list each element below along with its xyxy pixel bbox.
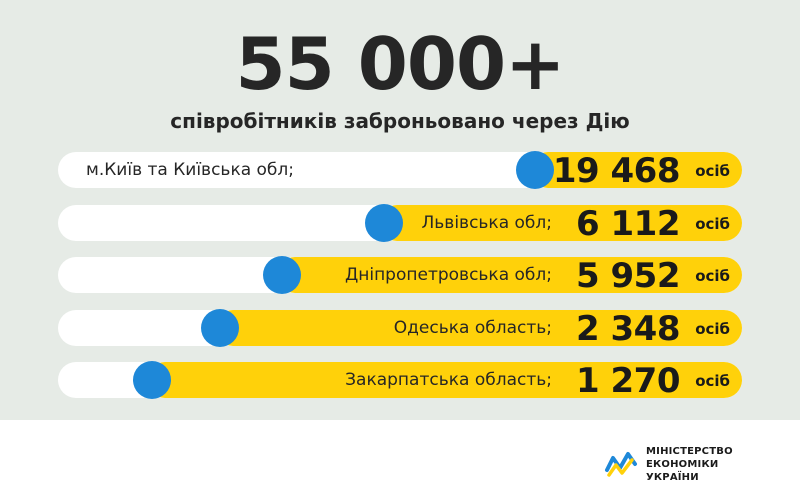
- bar-unit-label: осіб: [695, 267, 730, 285]
- bar-value-label: 19 468: [552, 151, 681, 191]
- bar-category-label: Одеська область;: [393, 318, 552, 338]
- bar-unit-label: осіб: [695, 215, 730, 233]
- bar-value-label: 6 112: [576, 204, 680, 244]
- bar-value-label: 2 348: [576, 309, 680, 349]
- subtitle: співробітників заброньовано через Дію: [170, 109, 630, 133]
- bar-unit-label: осіб: [695, 320, 730, 338]
- mineconomy-logo-icon: [605, 452, 637, 477]
- ministry-name: МІНІСТЕРСТВО ЕКОНОМІКИ УКРАЇНИ: [646, 445, 733, 484]
- bar-fill: [215, 310, 742, 346]
- bar-value-label: 1 270: [576, 361, 680, 401]
- ministry-name-line: ЕКОНОМІКИ: [646, 459, 719, 470]
- bar-row: м.Київ та Київська обл; 19 468 осіб: [58, 151, 742, 191]
- headline-total: 55 000+: [235, 22, 566, 106]
- bar-row: Львівська обл; 6 112 осіб: [58, 204, 742, 244]
- bar-category-label: м.Київ та Київська обл;: [86, 160, 295, 180]
- bar-marker-dot: [365, 204, 403, 242]
- bar-marker-dot: [201, 309, 239, 347]
- bar-fill: [530, 152, 742, 188]
- bar-row: Закарпатська область; 1 270 осіб: [58, 361, 742, 401]
- bar-category-label: Дніпропетровська обл;: [344, 265, 552, 285]
- bar-chart: м.Київ та Київська обл; 19 468 осіб Львівсь…: [58, 151, 742, 401]
- ministry-logo: МІНІСТЕРСТВО ЕКОНОМІКИ УКРАЇНИ: [604, 444, 754, 488]
- bar-fill: [147, 362, 742, 398]
- bar-marker-dot: [516, 151, 554, 189]
- bar-value-label: 5 952: [576, 256, 680, 296]
- bar-unit-label: осіб: [695, 372, 730, 390]
- bar-marker-dot: [133, 361, 171, 399]
- bar-category-label: Закарпатська область;: [345, 370, 552, 390]
- ministry-name-line: УКРАЇНИ: [646, 472, 699, 483]
- bar-category-label: Львівська обл;: [421, 213, 553, 233]
- bar-row: Одеська область; 2 348 осіб: [58, 309, 742, 349]
- bar-fill: [379, 205, 742, 241]
- bar-row: Дніпропетровська обл; 5 952 осіб: [58, 256, 742, 296]
- ministry-name-line: МІНІСТЕРСТВО: [646, 446, 733, 457]
- bar-fill: [277, 257, 742, 293]
- bar-marker-dot: [263, 256, 301, 294]
- bar-unit-label: осіб: [695, 162, 730, 180]
